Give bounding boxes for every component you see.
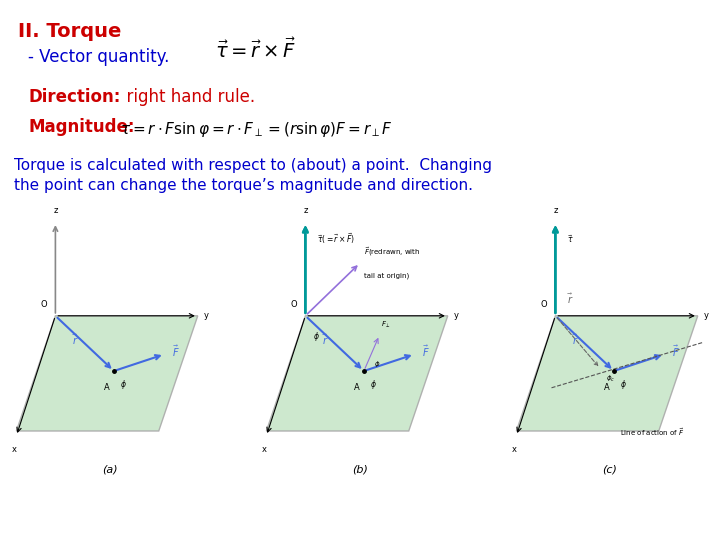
Text: $\phi$: $\phi$	[120, 378, 127, 391]
Text: Torque is calculated with respect to (about) a point.  Changing: Torque is calculated with respect to (ab…	[14, 158, 492, 173]
Text: $\tau = r \cdot F\sin\varphi = r \cdot F_{\perp} = (r\sin\varphi)F = r_{\perp}F$: $\tau = r \cdot F\sin\varphi = r \cdot F…	[120, 120, 392, 139]
Text: x: x	[512, 446, 517, 454]
Text: $\vec{F}$: $\vec{F}$	[423, 344, 430, 360]
Text: y: y	[204, 311, 209, 320]
Text: II. Torque: II. Torque	[18, 22, 122, 41]
Text: A: A	[604, 383, 610, 392]
Text: O: O	[291, 300, 297, 308]
Text: x: x	[12, 446, 17, 454]
Text: $\vec{r}$: $\vec{r}$	[322, 333, 328, 347]
Text: A: A	[104, 383, 110, 392]
Polygon shape	[516, 316, 698, 431]
Text: Magnitude:: Magnitude:	[28, 118, 135, 136]
Text: $\vec{F}$(redrawn, with: $\vec{F}$(redrawn, with	[364, 246, 420, 258]
Text: - Vector quantity.: - Vector quantity.	[28, 48, 169, 66]
Text: the point can change the torque’s magnitude and direction.: the point can change the torque’s magnit…	[14, 178, 473, 193]
Text: z: z	[303, 206, 307, 215]
Text: $\vec{r}$: $\vec{r}$	[567, 292, 574, 306]
Text: $\vec{F}$: $\vec{F}$	[172, 344, 180, 360]
Text: Line of action of $\vec{F}$: Line of action of $\vec{F}$	[620, 426, 685, 438]
Text: tail at origin): tail at origin)	[364, 273, 409, 279]
Text: $\phi_c$: $\phi_c$	[606, 373, 616, 383]
Text: (a): (a)	[102, 464, 118, 475]
Text: $\vec{r}$: $\vec{r}$	[572, 333, 578, 347]
Text: y: y	[454, 311, 459, 320]
Text: (b): (b)	[352, 464, 368, 475]
Text: A: A	[354, 383, 360, 392]
Text: Direction:: Direction:	[28, 88, 120, 106]
Text: $\phi$: $\phi$	[620, 378, 626, 391]
Text: $\vec{F}$: $\vec{F}$	[672, 344, 680, 360]
Polygon shape	[266, 316, 448, 431]
Text: $\phi$: $\phi$	[374, 359, 380, 369]
Text: $\vec{\tau}$: $\vec{\tau}$	[567, 233, 574, 245]
Text: right hand rule.: right hand rule.	[116, 88, 255, 106]
Text: $\vec{r}$: $\vec{r}$	[72, 333, 78, 347]
Text: z: z	[53, 206, 58, 215]
Text: O: O	[41, 300, 48, 308]
Polygon shape	[17, 316, 198, 431]
Text: $\vec{\tau}(=\vec{r}\times\vec{F})$: $\vec{\tau}(=\vec{r}\times\vec{F})$	[317, 232, 355, 246]
Text: $\phi$: $\phi$	[313, 330, 320, 343]
Text: O: O	[541, 300, 548, 308]
Text: y: y	[703, 311, 708, 320]
Text: x: x	[262, 446, 267, 454]
Text: z: z	[553, 206, 557, 215]
Text: $\phi$: $\phi$	[370, 378, 377, 391]
Text: $\vec{\tau} = \vec{r} \times \vec{F}$: $\vec{\tau} = \vec{r} \times \vec{F}$	[215, 38, 296, 62]
Text: (c): (c)	[603, 464, 618, 475]
Text: $F_{\perp}$: $F_{\perp}$	[382, 320, 392, 330]
